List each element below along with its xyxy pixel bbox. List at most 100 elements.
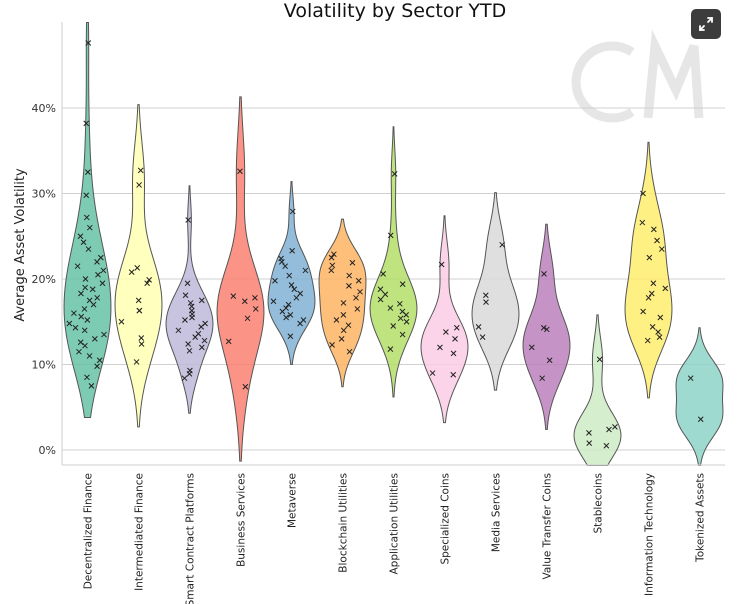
data-point-8-4	[479, 334, 486, 340]
data-point-1-9	[118, 318, 125, 325]
data-point-1-12	[133, 359, 140, 365]
y-tick-label-2: 20%	[32, 273, 56, 286]
data-point-1-6	[135, 297, 142, 304]
category-labels: Decentralized Finance Intermediated Finan…	[83, 473, 707, 604]
data-point-11-1	[639, 219, 646, 226]
data-point-5-3	[329, 262, 336, 269]
data-point-0-25	[84, 317, 91, 323]
violin-6	[369, 126, 418, 398]
data-point-6-0	[391, 170, 398, 177]
data-point-3-0	[237, 168, 243, 175]
data-point-1-4	[146, 277, 153, 283]
data-point-4-17	[283, 314, 289, 321]
data-point-5-15	[340, 327, 347, 334]
data-point-11-8	[648, 290, 655, 297]
data-point-0-23	[71, 310, 77, 317]
data-point-2-8	[189, 314, 195, 321]
violin-12	[675, 327, 724, 466]
violin-8	[471, 192, 520, 391]
data-point-5-0	[330, 251, 337, 258]
data-points	[66, 40, 704, 449]
cm-watermark-logo	[571, 29, 704, 123]
data-point-0-36	[94, 363, 100, 370]
data-point-11-7	[662, 285, 669, 292]
data-point-0-17	[89, 286, 96, 293]
category-label-7: Specialized Coins	[440, 473, 452, 565]
data-point-6-6	[377, 296, 384, 303]
data-point-2-5	[188, 303, 195, 310]
data-point-12-0	[687, 375, 694, 382]
data-point-11-3	[654, 237, 660, 244]
category-label-4: Metaverse	[287, 473, 299, 528]
data-point-4-6	[286, 272, 293, 279]
violins	[63, 22, 724, 466]
category-label-8: Media Services	[491, 473, 503, 552]
data-point-2-9	[182, 317, 188, 323]
category-label-1: Intermediated Finance	[134, 473, 146, 591]
data-point-6-7	[396, 300, 403, 307]
data-point-2-2	[182, 292, 189, 299]
data-point-5-4	[328, 267, 335, 274]
data-point-6-15	[387, 346, 394, 352]
data-point-2-3	[198, 297, 205, 304]
data-point-7-7	[450, 371, 457, 378]
data-point-0-16	[82, 284, 88, 291]
data-point-6-5	[382, 291, 389, 298]
data-point-0-34	[86, 353, 93, 359]
data-point-11-13	[655, 329, 661, 335]
data-point-4-13	[285, 301, 292, 308]
data-point-7-6	[429, 370, 436, 376]
data-point-11-6	[650, 280, 657, 287]
data-point-5-2	[349, 259, 356, 266]
data-point-7-5	[450, 350, 457, 357]
data-point-10-2	[606, 426, 612, 433]
data-point-0-14	[82, 276, 89, 282]
data-point-11-4	[658, 246, 665, 252]
data-point-1-8	[136, 307, 143, 314]
data-point-2-18	[186, 347, 193, 354]
data-point-6-3	[399, 281, 406, 287]
data-point-3-5	[244, 315, 251, 322]
data-point-2-21	[181, 375, 188, 382]
data-point-2-15	[201, 337, 208, 344]
data-point-1-11	[138, 341, 145, 347]
expand-button[interactable]	[691, 9, 721, 39]
data-point-6-10	[403, 312, 410, 318]
data-point-0-8	[85, 246, 92, 252]
violin-3	[216, 96, 265, 462]
data-point-2-12	[175, 327, 182, 334]
data-point-4-8	[288, 282, 295, 288]
data-point-5-10	[340, 300, 347, 306]
data-point-1-3	[128, 269, 135, 276]
data-point-0-1	[83, 120, 90, 127]
category-label-11: Information Technology	[644, 473, 656, 596]
data-point-11-2	[650, 226, 657, 233]
data-point-5-7	[346, 282, 352, 289]
data-point-3-6	[225, 338, 232, 345]
data-point-8-0	[499, 241, 506, 248]
data-point-0-3	[83, 192, 90, 199]
data-point-5-6	[355, 277, 362, 284]
data-point-0-18	[78, 290, 84, 297]
data-point-6-2	[380, 271, 386, 277]
data-point-0-13	[95, 271, 101, 278]
data-point-0-6	[77, 233, 84, 240]
data-point-4-1	[289, 247, 296, 254]
data-point-0-22	[81, 306, 88, 312]
data-point-0-0	[85, 40, 92, 46]
violin-11	[624, 141, 673, 399]
data-point-5-5	[346, 272, 353, 279]
violin-5	[318, 218, 367, 388]
data-point-4-19	[297, 320, 303, 327]
data-point-11-0	[640, 190, 646, 197]
data-point-8-3	[475, 324, 482, 330]
data-point-11-14	[656, 334, 663, 340]
data-point-2-4	[187, 300, 194, 306]
data-point-0-19	[94, 294, 101, 301]
data-point-11-12	[649, 324, 656, 330]
data-point-5-11	[354, 306, 361, 312]
data-point-4-9	[291, 286, 298, 293]
data-point-5-16	[338, 335, 345, 342]
data-point-2-1	[184, 280, 191, 287]
data-point-6-11	[397, 315, 404, 322]
